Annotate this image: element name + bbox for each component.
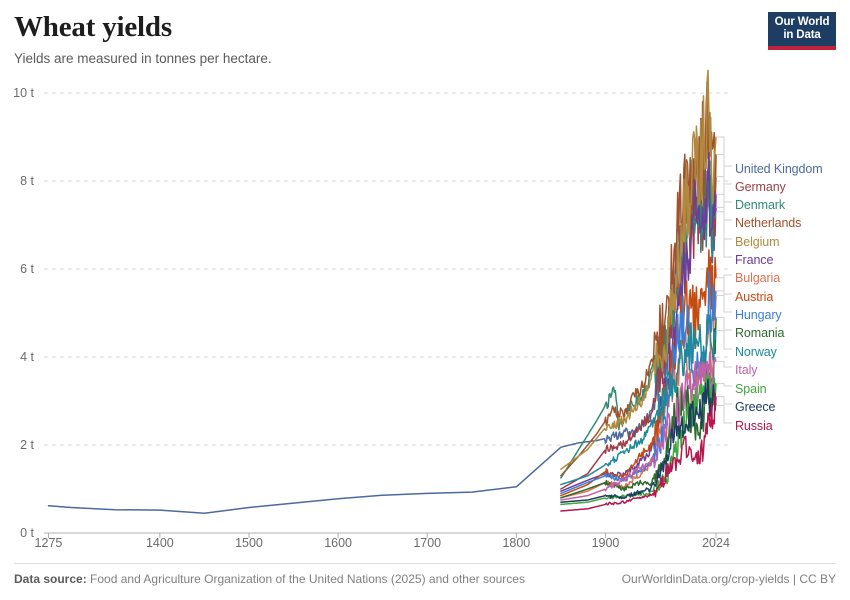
legend-label-greece[interactable]: Greece [735, 400, 776, 414]
y-axis-tick-label: 0 t [20, 526, 34, 540]
chart-header: Wheat yields Yields are measured in tonn… [14, 11, 744, 66]
series-line [560, 378, 717, 503]
series-line [560, 147, 717, 490]
logo-line-2: in Data [783, 28, 821, 41]
legend-label-france[interactable]: France [735, 253, 774, 267]
x-axis-tick-label: 2024 [702, 536, 730, 550]
chart-footer: Data source: Food and Agriculture Organi… [14, 563, 836, 586]
data-source-text: Data source: Food and Agriculture Organi… [14, 572, 525, 586]
series-line [560, 351, 717, 501]
series-line [560, 249, 717, 497]
series-line [560, 374, 717, 506]
legend-leader-line [716, 360, 732, 368]
legend-label-bulgaria[interactable]: Bulgaria [735, 271, 781, 285]
legend-label-belgium[interactable]: Belgium [735, 235, 780, 249]
x-axis-tick-label: 1900 [591, 536, 620, 550]
series-line [560, 392, 717, 512]
legend-leader-line [716, 136, 732, 240]
page-title: Wheat yields [14, 11, 172, 43]
series-line [560, 80, 717, 477]
chart-subtitle: Yields are measured in tonnes per hectar… [14, 50, 272, 66]
legend-leader-line [716, 277, 732, 295]
x-axis-tick-label: 1500 [235, 536, 263, 550]
legend-leader-line [716, 330, 732, 350]
series-line [560, 314, 717, 486]
legend-label-united-kingdom[interactable]: United Kingdom [735, 162, 823, 176]
legend-leader-line [716, 396, 732, 405]
y-axis-tick-label: 6 t [20, 262, 34, 276]
series-line [560, 294, 717, 499]
y-axis-tick-label: 10 t [13, 86, 34, 100]
legend-leader-line [716, 404, 732, 424]
legend-label-hungary[interactable]: Hungary [735, 308, 782, 322]
our-world-in-data-logo[interactable]: Our World in Data [768, 12, 836, 50]
legend-label-italy[interactable]: Italy [735, 363, 758, 377]
legend-label-austria[interactable]: Austria [735, 290, 774, 304]
legend-label-russia[interactable]: Russia [735, 419, 773, 433]
legend-label-romania[interactable]: Romania [735, 326, 785, 340]
legend-label-netherlands[interactable]: Netherlands [735, 216, 802, 230]
legend-leader-line [716, 316, 732, 331]
legend-leader-line [716, 290, 732, 313]
x-axis-tick-label: 1600 [324, 536, 353, 550]
legend-label-denmark[interactable]: Denmark [735, 198, 786, 212]
x-axis-tick-label: 1800 [502, 536, 531, 550]
legend-label-norway[interactable]: Norway [735, 345, 777, 359]
legend-leader-line [716, 211, 732, 258]
y-axis-tick-label: 2 t [20, 438, 34, 452]
data-source-prefix: Data source: [14, 572, 87, 586]
y-axis-tick-label: 8 t [20, 174, 34, 188]
y-axis-tick-label: 4 t [20, 350, 34, 364]
legend-leader-line [716, 382, 732, 387]
legend-label-germany[interactable]: Germany [735, 180, 786, 194]
data-source-value: Food and Agriculture Organization of the… [90, 572, 525, 586]
series-line [560, 69, 717, 470]
x-axis-tick-label: 1275 [34, 536, 63, 550]
series-line [560, 316, 717, 499]
x-axis-tick-label: 1400 [145, 536, 174, 550]
legend-label-spain[interactable]: Spain [735, 382, 767, 396]
attribution-link[interactable]: OurWorldinData.org/crop-yields | CC BY [621, 572, 836, 586]
logo-line-1: Our World [774, 16, 830, 28]
x-axis-tick-label: 1700 [413, 536, 442, 550]
